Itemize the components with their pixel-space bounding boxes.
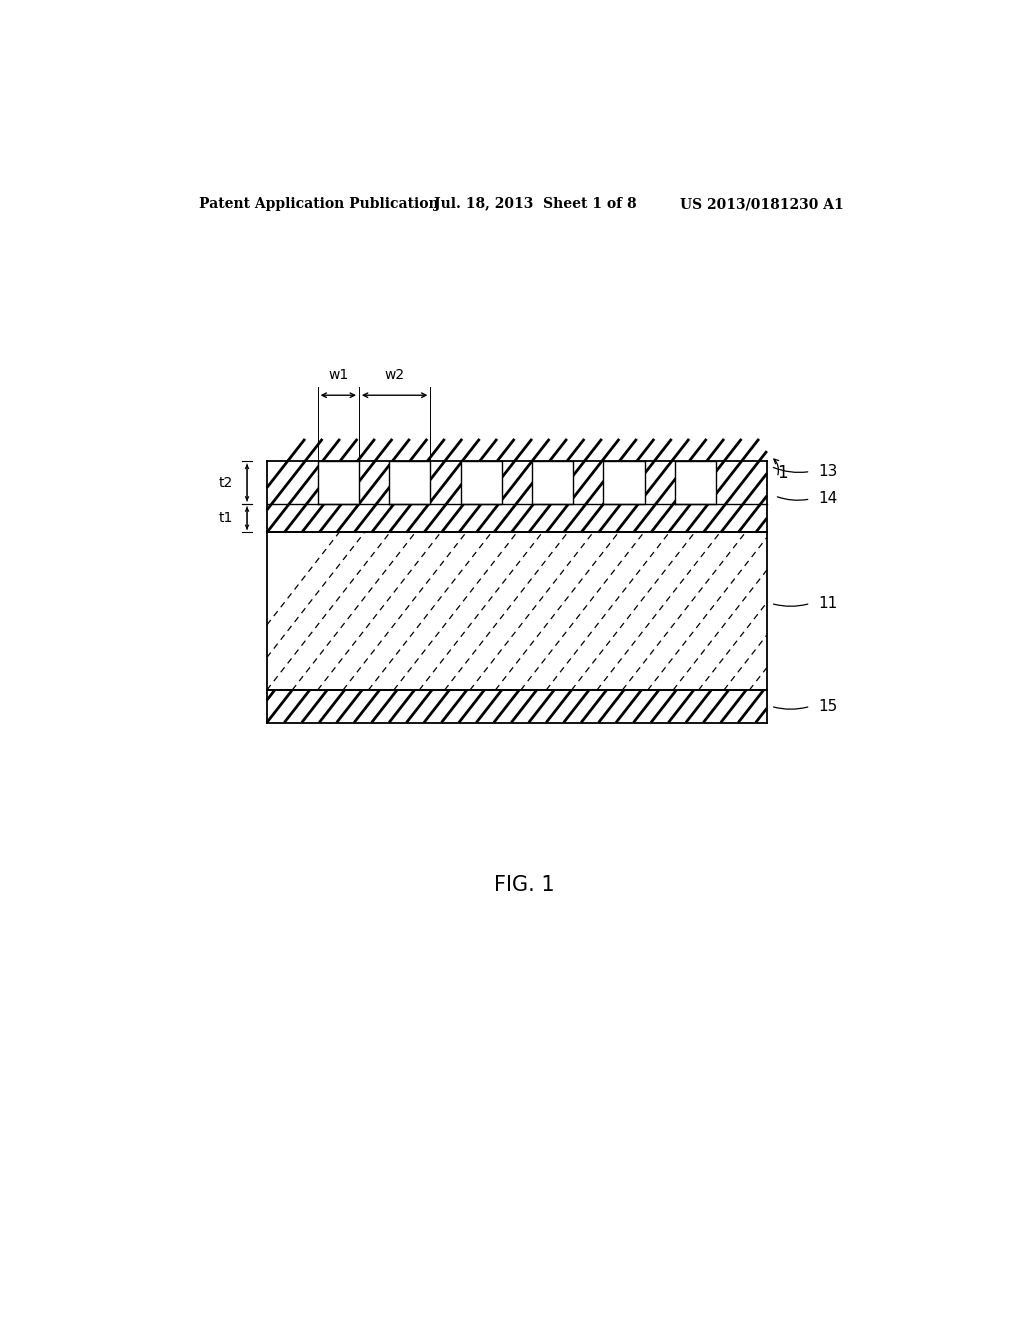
Text: 11: 11 (818, 595, 838, 611)
Text: 15: 15 (818, 698, 838, 714)
Bar (531, 461, 573, 504)
Bar (603, 461, 645, 504)
Text: 1: 1 (777, 465, 788, 483)
Bar (461, 461, 502, 504)
Text: US 2013/0181230 A1: US 2013/0181230 A1 (680, 197, 844, 211)
Text: t1: t1 (218, 511, 232, 525)
Text: w1: w1 (328, 368, 348, 381)
Bar (389, 461, 430, 504)
Text: Patent Application Publication: Patent Application Publication (200, 197, 439, 211)
Text: w2: w2 (385, 368, 404, 381)
Text: t2: t2 (218, 475, 232, 490)
Text: 13: 13 (818, 463, 838, 479)
Bar (267, 440, 767, 532)
Bar (675, 461, 716, 504)
Bar (267, 690, 767, 722)
Text: FIG. 1: FIG. 1 (495, 875, 555, 895)
Bar (267, 532, 767, 690)
Bar (317, 461, 359, 504)
Text: Jul. 18, 2013  Sheet 1 of 8: Jul. 18, 2013 Sheet 1 of 8 (433, 197, 636, 211)
Text: 14: 14 (818, 491, 838, 507)
